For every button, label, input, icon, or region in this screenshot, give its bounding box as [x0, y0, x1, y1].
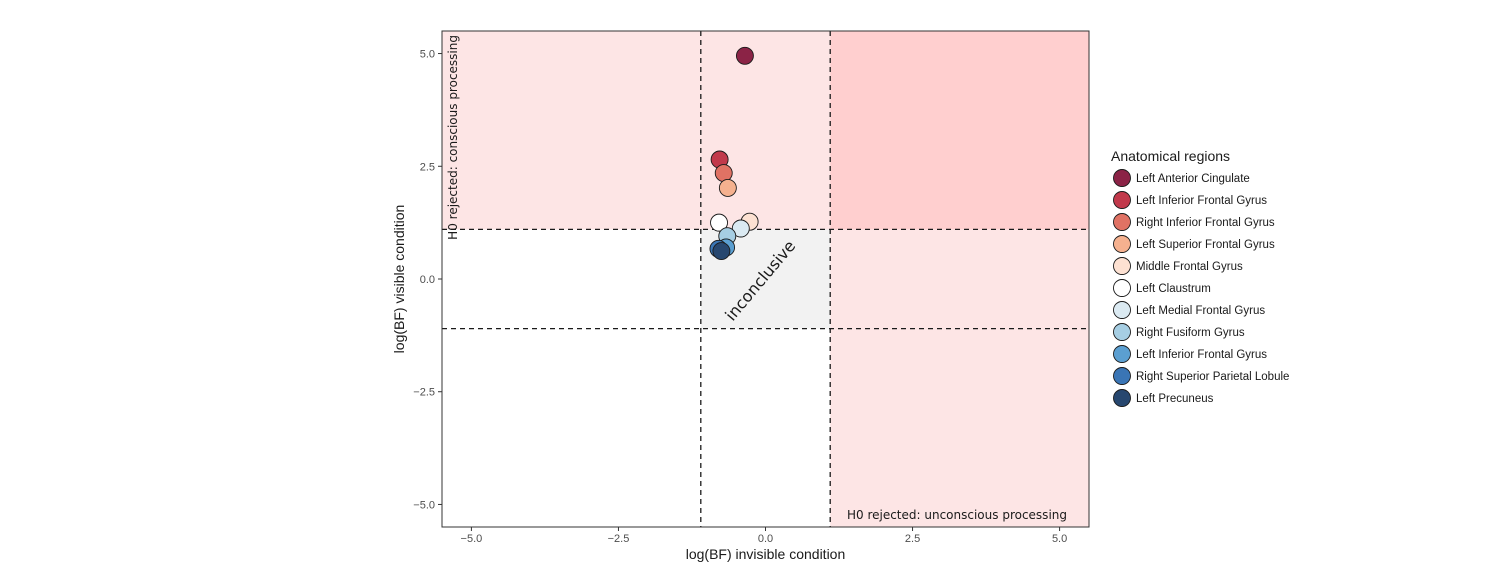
- legend-key: [1113, 367, 1131, 385]
- legend-label: Middle Frontal Gyrus: [1136, 261, 1243, 273]
- legend-key: [1113, 213, 1131, 231]
- y-tick-label: 2.5: [420, 161, 435, 173]
- legend-key: [1113, 169, 1131, 187]
- legend-key: [1113, 257, 1131, 275]
- legend-key: [1113, 279, 1131, 297]
- legend-label: Left Claustrum: [1136, 283, 1211, 295]
- y-tick-label: −2.5: [413, 387, 435, 399]
- y-axis-title: log(BF) visible condition: [391, 205, 407, 354]
- y-tick-label: 0.0: [420, 274, 435, 286]
- legend-key: [1113, 323, 1131, 341]
- region-both: [830, 31, 1089, 230]
- legend-label: Right Fusiform Gyrus: [1136, 327, 1245, 339]
- data-point: [710, 213, 728, 232]
- legend-label: Left Anterior Cingulate: [1136, 173, 1250, 185]
- region-unconscious: [830, 229, 1089, 527]
- data-point: [735, 46, 754, 65]
- data-points: [709, 46, 759, 260]
- shaded-regions: [442, 31, 1089, 527]
- legend-label: Left Inferior Frontal Gyrus: [1136, 195, 1267, 207]
- legend-key: [1113, 345, 1131, 363]
- threshold-lines: [442, 31, 1089, 527]
- legend-key: [1113, 389, 1131, 407]
- data-point: [731, 219, 750, 238]
- legend-label: Left Precuneus: [1136, 393, 1214, 405]
- data-point: [712, 242, 731, 260]
- legend-label: Left Superior Frontal Gyrus: [1136, 239, 1275, 251]
- data-point: [714, 164, 733, 182]
- x-tick-label: 2.5: [905, 533, 920, 545]
- legend-label: Left Inferior Frontal Gyrus: [1136, 349, 1267, 361]
- legend-title: Anatomical regions: [1111, 148, 1230, 164]
- annotation-unconscious-processing: H0 rejected: unconscious processing: [847, 508, 1067, 522]
- axis-ticks: −5.0 −2.5 0.0 2.5 5.0 −5.0 −2.5 0.0 2.5 5.0: [413, 49, 1067, 545]
- x-tick-label: 5.0: [1052, 533, 1067, 545]
- legend-label: Left Medial Frontal Gyrus: [1136, 305, 1265, 317]
- x-tick-label: −5.0: [461, 533, 483, 545]
- x-tick-label: 0.0: [758, 533, 773, 545]
- x-axis-title: log(BF) invisible condition: [686, 546, 846, 562]
- y-tick-label: −5.0: [413, 499, 435, 511]
- legend-label: Right Superior Parietal Lobule: [1136, 371, 1289, 383]
- legend-label: Right Inferior Frontal Gyrus: [1136, 217, 1275, 229]
- legend: Anatomical regions Left Anterior Cingula…: [1111, 148, 1289, 407]
- data-point: [718, 178, 737, 197]
- legend-items: Left Anterior Cingulate Left Inferior Fro…: [1113, 169, 1289, 407]
- legend-key: [1113, 191, 1131, 209]
- legend-key: [1113, 235, 1131, 253]
- y-tick-label: 5.0: [420, 49, 435, 61]
- x-tick-label: −2.5: [608, 533, 630, 545]
- annotation-conscious-processing: H0 rejected: conscious processing: [446, 35, 460, 240]
- legend-key: [1113, 301, 1131, 319]
- region-conscious: [442, 31, 831, 230]
